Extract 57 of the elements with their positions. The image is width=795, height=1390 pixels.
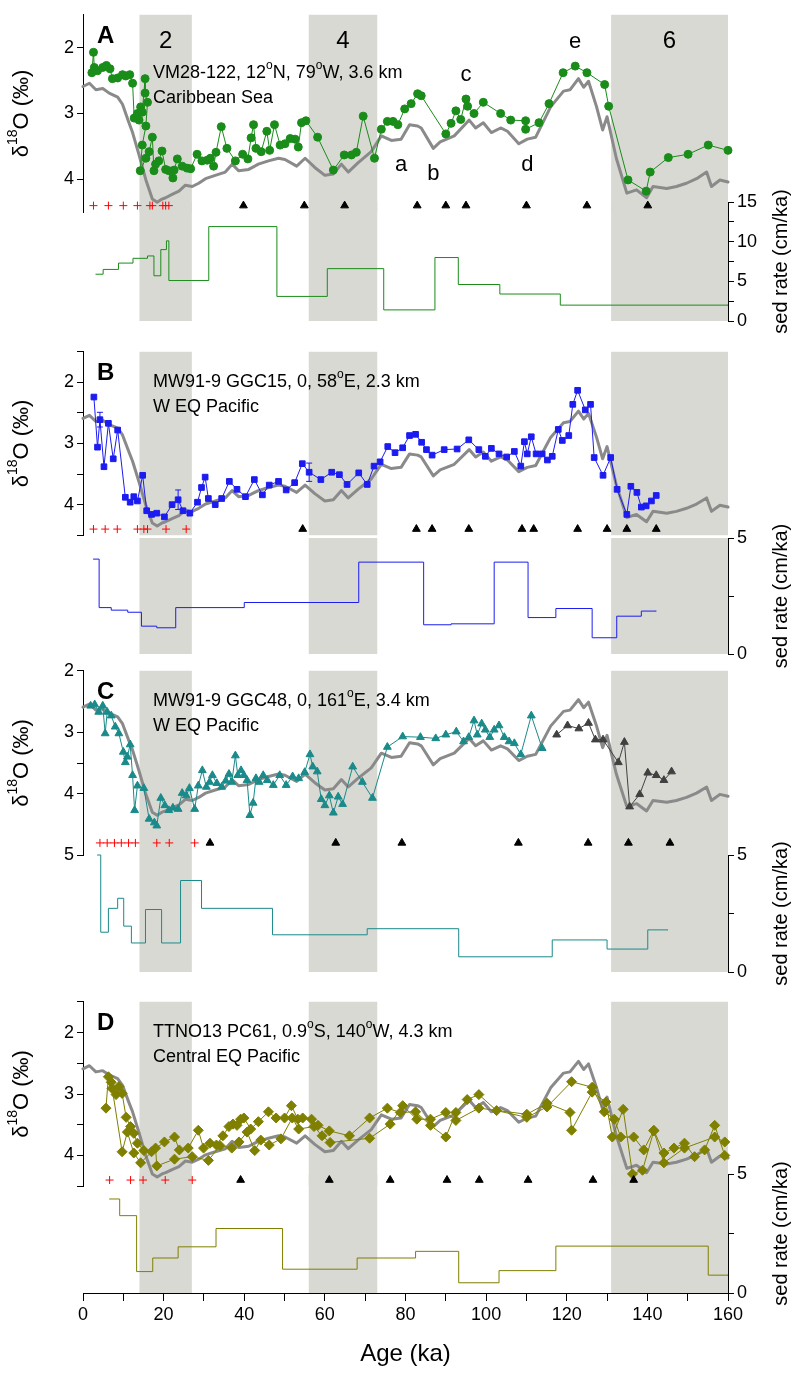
y2-axis-title: sed rate (cm/ka) bbox=[768, 189, 791, 334]
y-tick-label: 2 bbox=[63, 371, 74, 392]
band-label: 4 bbox=[336, 26, 350, 54]
y-axis-title: δ18O (‰) bbox=[4, 719, 34, 807]
x-tick-label: 140 bbox=[632, 1303, 663, 1324]
y-tick-label: 3 bbox=[63, 721, 74, 742]
annotation: C bbox=[97, 677, 115, 705]
y2-tick-label: 5 bbox=[737, 270, 748, 291]
band-label: 2 bbox=[158, 26, 173, 54]
x-tick-label: 60 bbox=[314, 1303, 335, 1324]
annotation: B bbox=[97, 358, 115, 386]
y-tick-label: 4 bbox=[63, 1144, 74, 1165]
y2-tick-label: 5 bbox=[737, 843, 748, 864]
y-tick-label: 3 bbox=[63, 102, 74, 123]
x-tick-label: 80 bbox=[395, 1303, 416, 1324]
y2-tick-label: 0 bbox=[737, 960, 748, 981]
annotation: W EQ Pacific bbox=[153, 714, 260, 735]
y2-tick-label: 5 bbox=[737, 526, 748, 547]
annotation: D bbox=[97, 1008, 115, 1036]
y-tick-label: 4 bbox=[63, 782, 74, 803]
y-tick-label: 3 bbox=[63, 1082, 74, 1103]
annotation: b bbox=[427, 160, 440, 186]
annotation: c bbox=[460, 61, 472, 87]
y-tick-label: 2 bbox=[63, 36, 74, 57]
x-tick-label: 40 bbox=[234, 1303, 255, 1324]
y2-tick-label: 5 bbox=[737, 1162, 748, 1183]
y2-tick-label: 0 bbox=[737, 1281, 748, 1302]
y-axis-title: δ18O (‰) bbox=[4, 399, 34, 488]
x-tick-label: 120 bbox=[551, 1303, 582, 1324]
x-tick-label: 160 bbox=[712, 1303, 744, 1324]
y-axis-title: δ18O (‰) bbox=[4, 1050, 34, 1138]
annotation: a bbox=[394, 151, 408, 177]
y2-axis-title: sed rate (cm/ka) bbox=[768, 523, 791, 669]
y-tick-label: 4 bbox=[63, 168, 74, 189]
y-tick-label: 3 bbox=[63, 432, 74, 453]
y2-tick-label: 0 bbox=[737, 309, 748, 330]
y-tick-label: 2 bbox=[63, 1021, 74, 1042]
band-label: 6 bbox=[662, 26, 677, 54]
y2-tick-label: 0 bbox=[737, 642, 748, 663]
annotation: A bbox=[97, 21, 115, 49]
x-tick-label: 20 bbox=[153, 1303, 174, 1324]
y-tick-label: 4 bbox=[63, 493, 74, 514]
y2-tick-label: 10 bbox=[737, 230, 758, 251]
y-axis-title: δ18O (‰) bbox=[4, 69, 34, 158]
x-axis-title: Age (ka) bbox=[360, 1339, 451, 1367]
annotation: W EQ Pacific bbox=[153, 395, 260, 416]
annotation: d bbox=[521, 151, 534, 177]
annotation: Central EQ Pacific bbox=[153, 1045, 301, 1066]
annotation: e bbox=[569, 28, 582, 54]
y2-axis-title: sed rate (cm/ka) bbox=[768, 1161, 791, 1306]
x-tick-label: 0 bbox=[77, 1303, 89, 1324]
y2-axis-title: sed rate (cm/ka) bbox=[768, 841, 791, 986]
annotation: Caribbean Sea bbox=[153, 86, 275, 107]
y2-tick-label: 15 bbox=[737, 190, 758, 211]
y-tick-label: 2 bbox=[63, 659, 74, 680]
x-tick-label: 100 bbox=[471, 1303, 502, 1324]
y-tick-label: 5 bbox=[63, 844, 74, 865]
